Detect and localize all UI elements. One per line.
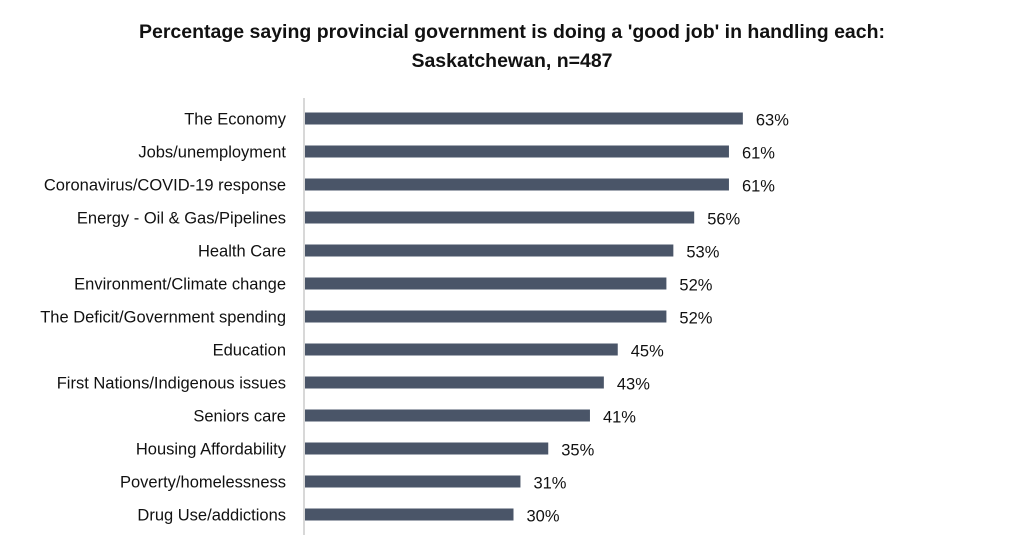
- chart-title: Percentage saying provincial government …: [0, 18, 1024, 76]
- value-label: 52%: [679, 277, 712, 295]
- value-label: 35%: [561, 442, 594, 460]
- value-label: 45%: [631, 343, 664, 361]
- value-label: 61%: [742, 178, 775, 196]
- value-label: 56%: [707, 211, 740, 229]
- bar: [305, 409, 590, 422]
- category-label: The Economy: [184, 111, 287, 129]
- value-label: 52%: [679, 310, 712, 328]
- category-label: Drug Use/addictions: [137, 507, 286, 525]
- value-label: 30%: [527, 508, 560, 526]
- category-label: First Nations/Indigenous issues: [57, 375, 286, 393]
- category-label: Energy - Oil & Gas/Pipelines: [77, 210, 286, 228]
- bar: [305, 475, 521, 488]
- value-label: 31%: [533, 475, 566, 493]
- bar: [305, 376, 604, 389]
- value-label: 61%: [742, 145, 775, 163]
- category-label: Jobs/unemployment: [138, 144, 286, 162]
- category-label: Environment/Climate change: [74, 276, 286, 294]
- value-label: 41%: [603, 409, 636, 427]
- chart-title-line: Percentage saying provincial government …: [138, 21, 886, 43]
- bar: [305, 508, 514, 521]
- bar: [305, 343, 618, 356]
- bar: [305, 211, 695, 224]
- value-label: 63%: [756, 112, 789, 130]
- bars-layer: [305, 112, 743, 521]
- category-label: Poverty/homelessness: [120, 474, 286, 492]
- bar: [305, 244, 674, 257]
- bar: [305, 112, 743, 125]
- category-label: Education: [213, 342, 286, 360]
- category-label: The Deficit/Government spending: [40, 309, 286, 327]
- bar: [305, 310, 667, 323]
- category-label: Housing Affordability: [136, 441, 287, 459]
- value-label: 43%: [617, 376, 650, 394]
- category-label: Seniors care: [193, 408, 286, 426]
- category-label: Health Care: [198, 243, 286, 261]
- chart-subtitle: Saskatchewan, n=487: [411, 50, 613, 72]
- labels-layer: The Economy 63% Jobs/unemployment 61% Corona…: [40, 111, 789, 526]
- bar: [305, 145, 729, 158]
- category-label: Coronavirus/COVID-19 response: [44, 177, 286, 195]
- bar: [305, 442, 549, 455]
- bar: [305, 178, 729, 191]
- value-label: 53%: [686, 244, 719, 262]
- bar: [305, 277, 667, 290]
